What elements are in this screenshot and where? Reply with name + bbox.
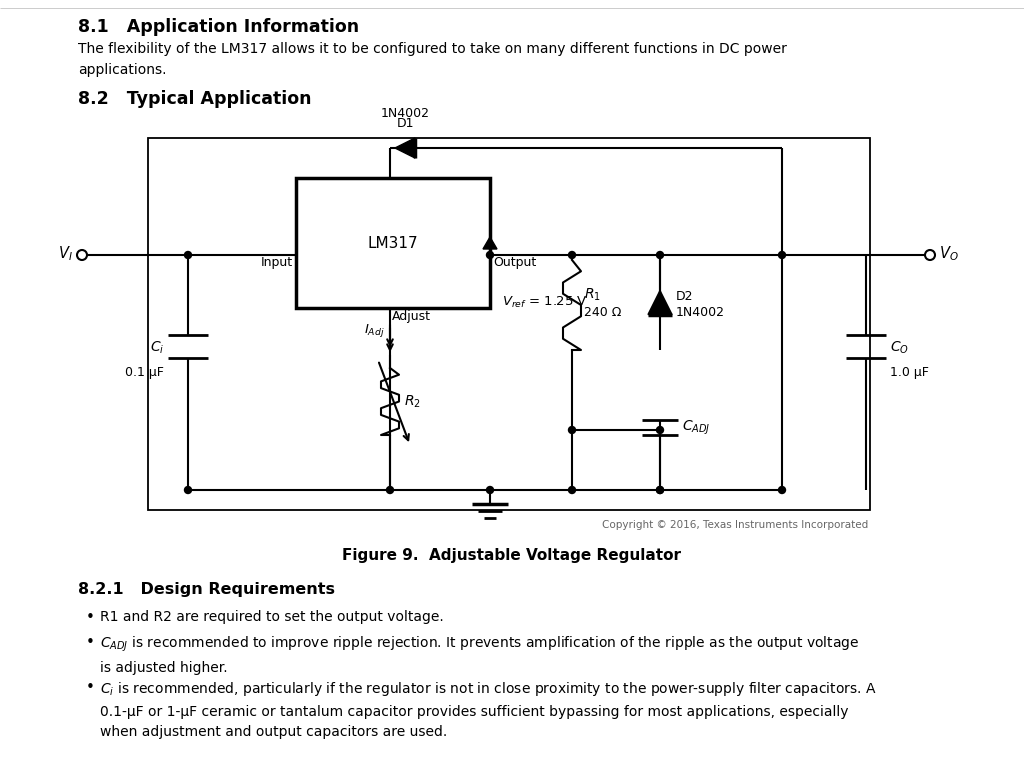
Circle shape [486,487,494,493]
Circle shape [568,427,575,434]
Text: $R_1$: $R_1$ [584,286,601,303]
Text: $R_2$: $R_2$ [404,393,421,410]
Circle shape [656,487,664,493]
Circle shape [778,252,785,259]
Text: $C_{ADJ}$ is recommended to improve ripple rejection. It prevents amplification : $C_{ADJ}$ is recommended to improve ripp… [100,635,859,675]
Text: $C_i$ is recommended, particularly if the regulator is not in close proximity to: $C_i$ is recommended, particularly if th… [100,680,877,739]
Text: $C_O$: $C_O$ [890,340,909,356]
Text: •: • [86,610,95,625]
Polygon shape [483,237,497,249]
Text: LM317: LM317 [368,236,419,250]
Text: Figure 9.  Adjustable Voltage Regulator: Figure 9. Adjustable Voltage Regulator [342,548,682,563]
Circle shape [568,252,575,259]
Text: $V_I$: $V_I$ [58,245,73,263]
Circle shape [656,487,664,493]
Text: 240 Ω: 240 Ω [584,306,622,319]
Text: Input: Input [261,256,293,269]
Text: Adjust: Adjust [392,310,431,323]
Text: 8.2   Typical Application: 8.2 Typical Application [78,90,311,108]
Text: $V_{ref}$ = 1.25 V: $V_{ref}$ = 1.25 V [502,295,588,310]
Text: •: • [86,635,95,650]
Text: Copyright © 2016, Texas Instruments Incorporated: Copyright © 2016, Texas Instruments Inco… [602,520,868,530]
Text: •: • [86,680,95,695]
Text: $V_O$: $V_O$ [939,245,958,263]
Text: D2: D2 [676,290,693,303]
Text: 8.1   Application Information: 8.1 Application Information [78,18,359,36]
Circle shape [184,252,191,259]
Text: 1N4002: 1N4002 [676,306,725,319]
Text: $C_i$: $C_i$ [150,340,164,356]
Circle shape [778,487,785,493]
Polygon shape [648,291,672,314]
Circle shape [184,487,191,493]
Circle shape [568,487,575,493]
Text: 1.0 μF: 1.0 μF [890,366,929,379]
Circle shape [486,252,494,259]
Bar [148,138,870,510]
Text: $I_{Adj}$: $I_{Adj}$ [365,321,385,338]
Text: 8.2.1   Design Requirements: 8.2.1 Design Requirements [78,582,335,597]
Text: 1N4002: 1N4002 [381,107,429,120]
Text: Output: Output [493,256,537,269]
Circle shape [656,427,664,434]
Circle shape [386,487,393,493]
Text: $C_{ADJ}$: $C_{ADJ}$ [682,418,711,437]
Polygon shape [395,138,415,158]
Text: D1: D1 [396,117,414,130]
Circle shape [656,252,664,259]
Text: R1 and R2 are required to set the output voltage.: R1 and R2 are required to set the output… [100,610,443,624]
Bar [296,178,490,308]
Text: 0.1 μF: 0.1 μF [125,366,164,379]
Text: The flexibility of the LM317 allows it to be configured to take on many differen: The flexibility of the LM317 allows it t… [78,42,786,76]
